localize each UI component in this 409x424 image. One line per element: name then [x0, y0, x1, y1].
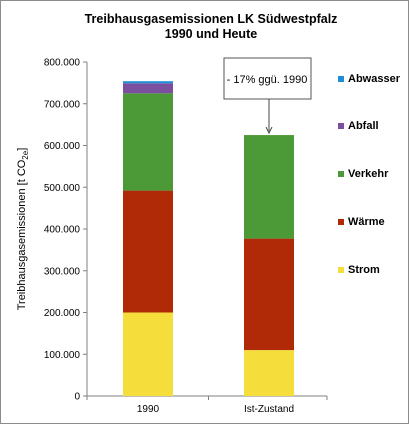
chart-subtitle: 1990 und Heute — [165, 27, 257, 41]
plot-area: 0 100.000 200.000 300.000 400.000 500.000 600.… — [44, 58, 328, 415]
legend-entry: Wärme — [348, 216, 385, 228]
bar-segment — [244, 238, 294, 351]
legend-swatch — [338, 76, 344, 82]
y-tick-label: 0 — [74, 392, 80, 403]
y-tick-label: 800.000 — [44, 58, 81, 69]
y-tick-label: 700.000 — [44, 99, 81, 110]
chart-title: Treibhausgasemissionen LK Südwestpfalz — [85, 12, 338, 26]
legend: Abwasser Abfall Verkehr Wärme Strom — [338, 73, 401, 276]
annotation-box — [223, 57, 312, 100]
legend-entry: Abwasser — [348, 73, 401, 85]
legend-swatch — [338, 171, 344, 177]
y-tick-label: 500.000 — [44, 183, 81, 194]
bar-segment — [244, 350, 294, 396]
y-axis-label-close: ] — [16, 148, 28, 151]
x-tick-label: 1990 — [137, 404, 160, 415]
bar-segment — [123, 312, 173, 396]
annotation-text: - 17% ggü. 1990 — [227, 74, 308, 86]
x-tick-label: Ist-Zustand — [244, 404, 294, 415]
legend-swatch — [338, 267, 344, 273]
bar-segment — [123, 93, 173, 191]
y-tick-label: 300.000 — [44, 266, 81, 277]
bar-segment — [244, 135, 294, 239]
y-tick-label: 200.000 — [44, 308, 81, 319]
legend-entry: Verkehr — [348, 168, 389, 180]
y-axis-label-subscript: 2e — [21, 150, 30, 159]
annotation: - 17% ggü. 1990 — [223, 57, 312, 135]
bar-segment — [123, 81, 173, 84]
legend-swatch — [338, 219, 344, 225]
y-axis-label-main: Treibhausgasemissionen [t CO — [16, 159, 28, 310]
legend-swatch — [338, 123, 344, 129]
bar-segment — [123, 190, 173, 313]
y-axis-label: Treibhausgasemissionen [t CO2e] — [16, 148, 30, 311]
legend-entry: Strom — [348, 264, 380, 276]
bar-segment — [123, 83, 173, 94]
annotation-arrow-head — [265, 126, 273, 135]
legend-entry: Abfall — [348, 120, 379, 132]
y-tick-label: 600.000 — [44, 141, 81, 152]
y-tick-label: 100.000 — [44, 350, 81, 361]
y-tick-label: 400.000 — [44, 225, 81, 236]
